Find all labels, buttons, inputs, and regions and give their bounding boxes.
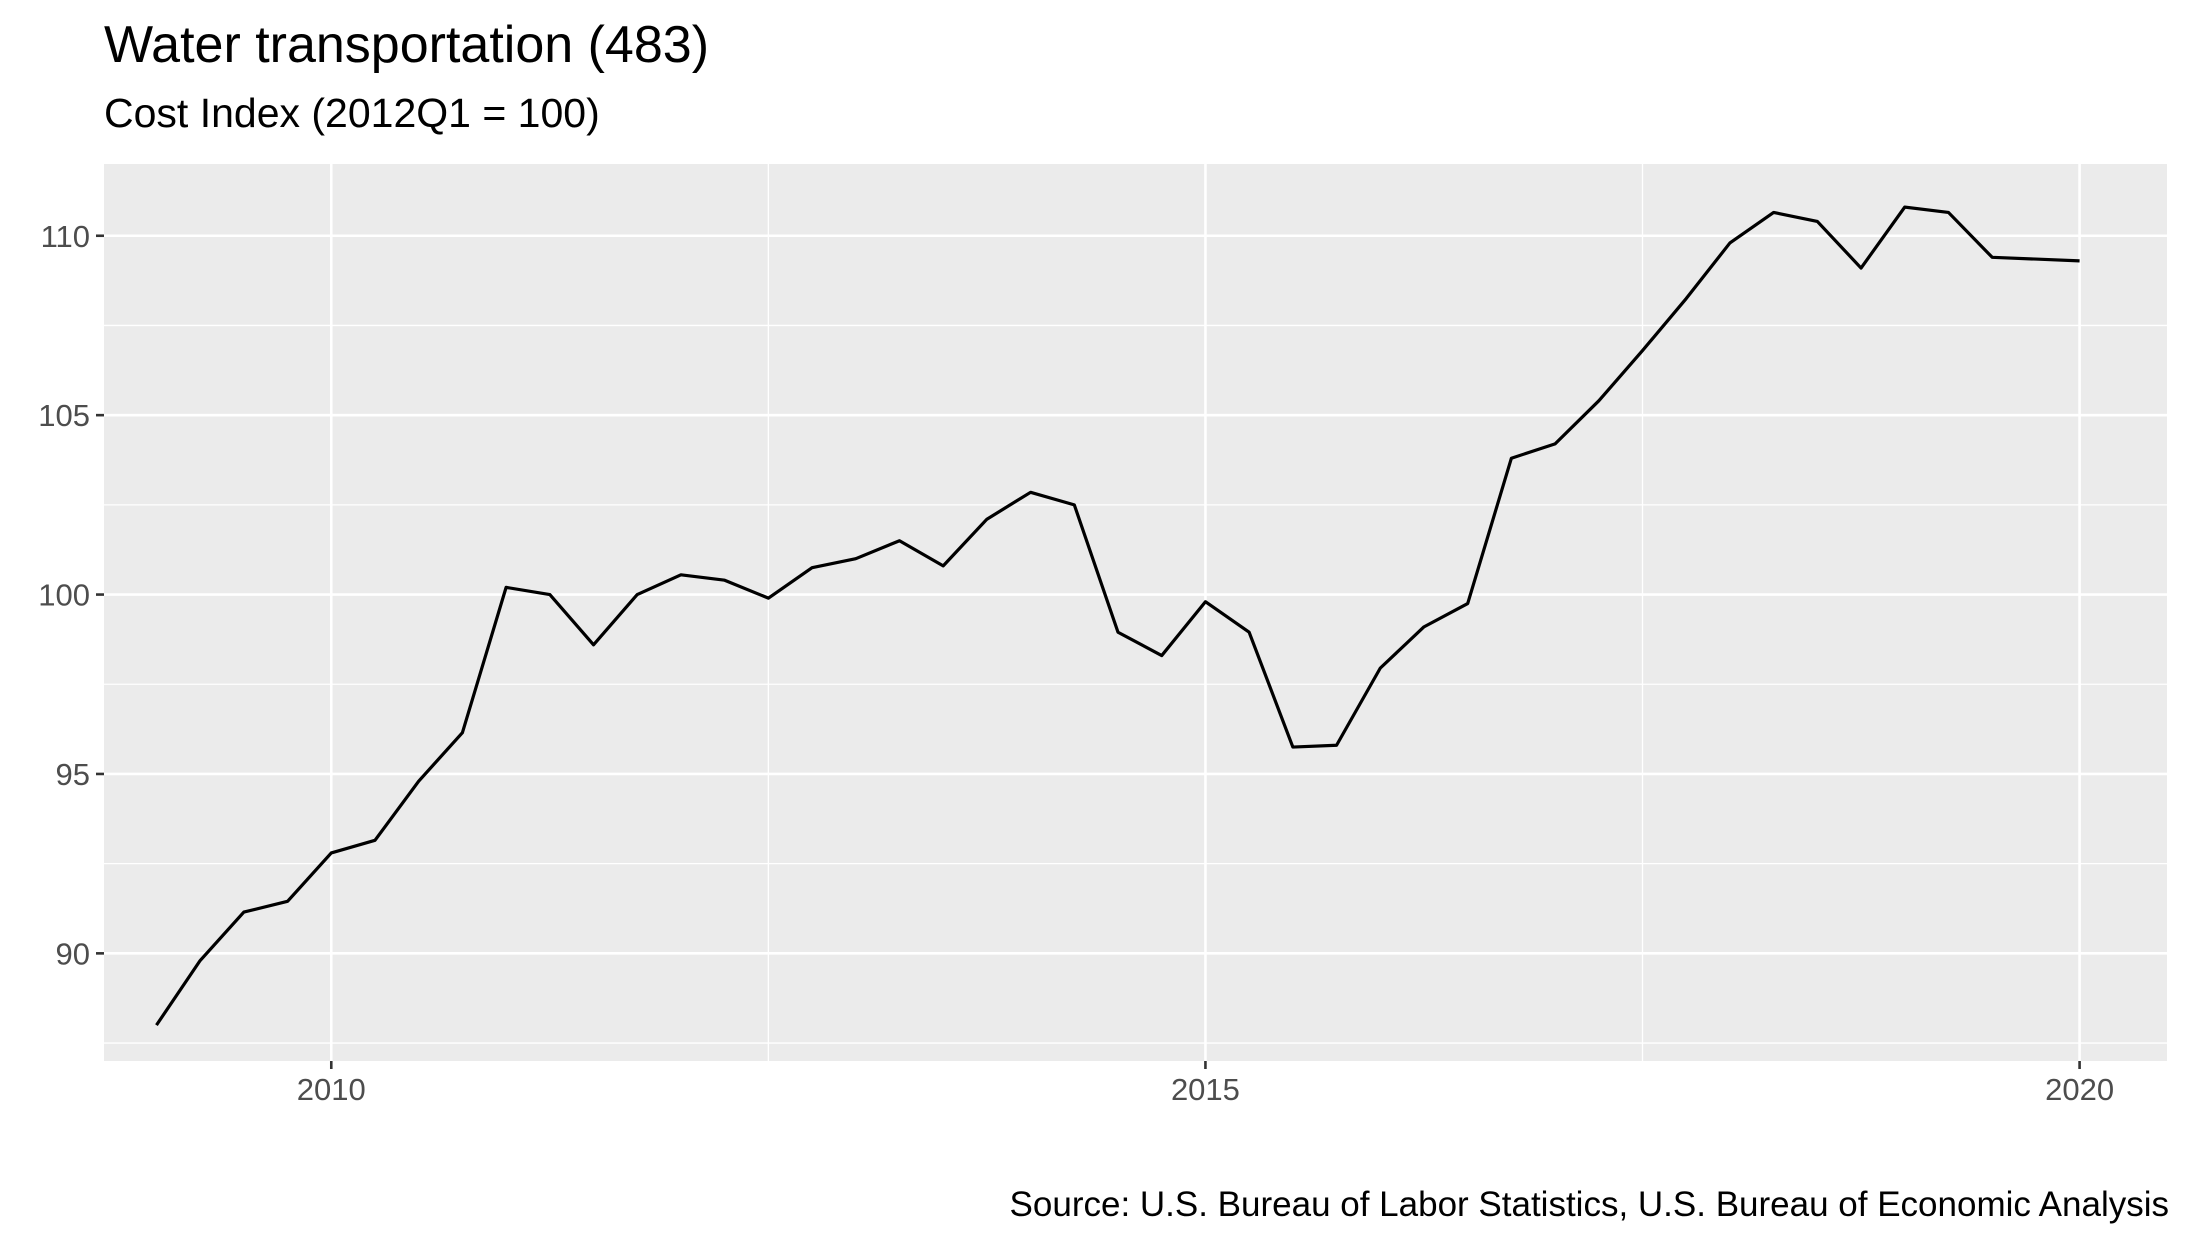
x-tick-label: 2020 (2045, 1072, 2114, 1107)
major-grid (104, 164, 2167, 1061)
y-tick-label: 105 (38, 398, 90, 433)
series-layer (155, 205, 2080, 1027)
chart-subtitle: Cost Index (2012Q1 = 100) (104, 90, 600, 136)
y-tick-label: 100 (38, 578, 90, 613)
chart-title: Water transportation (483) (104, 16, 710, 74)
x-tick-label: 2015 (1171, 1072, 1240, 1107)
minor-grid (104, 164, 2167, 1061)
axis-tick-labels: 2010 2015 2020 90 95 100 105 110 (38, 219, 2114, 1107)
y-tick-label: 90 (56, 936, 90, 971)
plot-panel (104, 164, 2167, 1061)
y-tick-label: 110 (41, 219, 90, 254)
chart-caption: Source: U.S. Bureau of Labor Statistics,… (1009, 1185, 2169, 1224)
x-tick-label: 2010 (297, 1072, 366, 1107)
series-line (155, 205, 2080, 1027)
axis-ticks (96, 234, 2081, 1069)
y-tick-label: 95 (56, 757, 90, 792)
